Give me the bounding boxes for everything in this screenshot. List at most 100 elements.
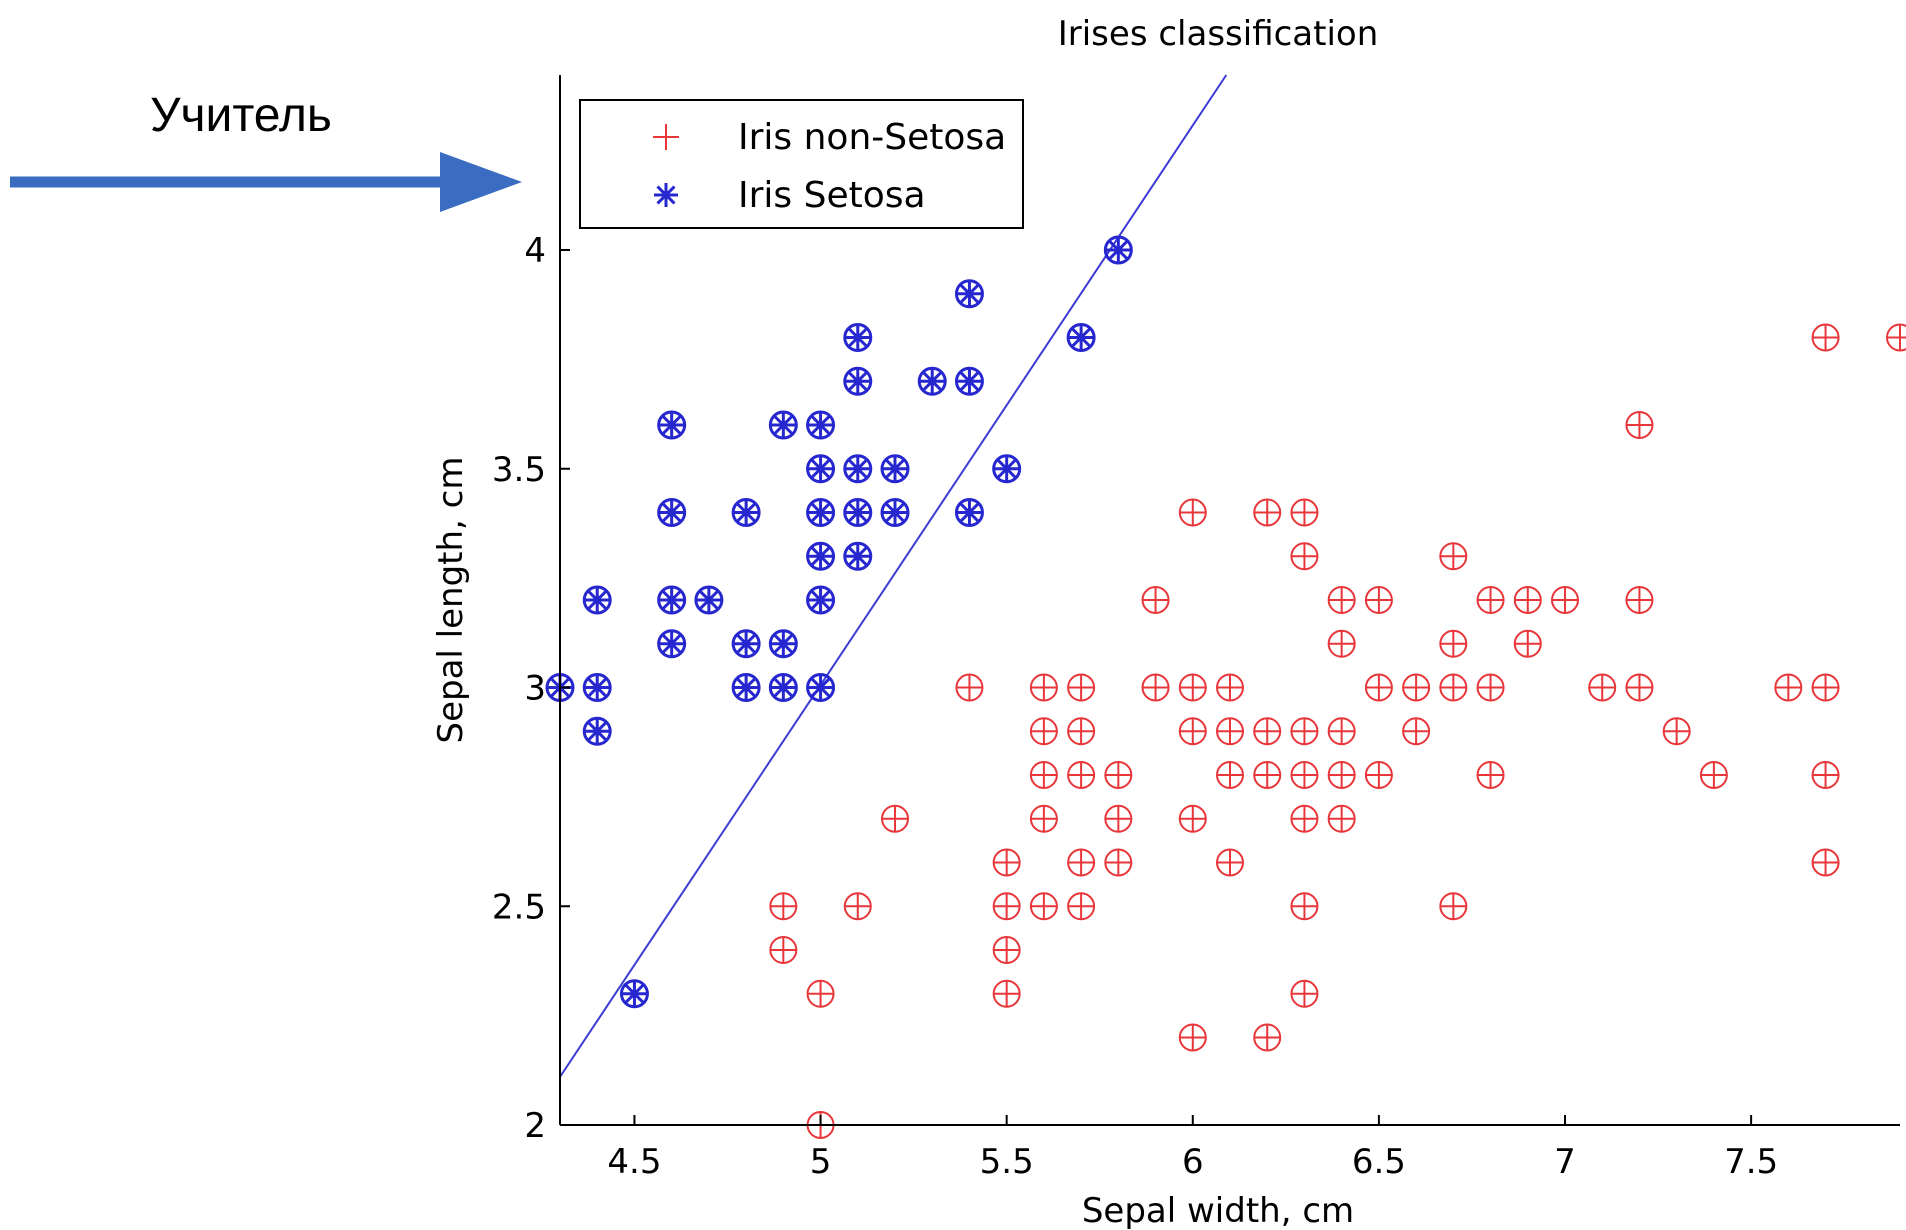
series-non-setosa xyxy=(769,323,1906,1139)
data-point-non-setosa xyxy=(1253,717,1282,746)
data-point-non-setosa xyxy=(1402,673,1431,702)
marker-core xyxy=(1002,464,1011,473)
data-point-non-setosa xyxy=(1178,498,1207,527)
data-point-non-setosa xyxy=(1290,804,1319,833)
y-tick-label: 3.5 xyxy=(492,450,546,490)
data-point-non-setosa xyxy=(1513,629,1542,658)
data-point-non-setosa xyxy=(1588,673,1617,702)
x-tick-label: 5 xyxy=(810,1142,832,1182)
data-point-non-setosa xyxy=(1216,717,1244,746)
data-point-non-setosa xyxy=(992,936,1021,964)
data-point-setosa xyxy=(843,323,873,352)
data-point-non-setosa xyxy=(1439,542,1468,571)
data-point-setosa xyxy=(1066,323,1096,352)
data-point-setosa xyxy=(806,541,836,571)
marker-core xyxy=(630,989,639,998)
marker-core xyxy=(816,421,825,429)
marker-core xyxy=(593,727,602,736)
data-point-non-setosa xyxy=(1811,848,1840,877)
marker-core xyxy=(779,639,788,648)
data-point-non-setosa xyxy=(1253,498,1282,527)
marker-core xyxy=(1077,333,1086,342)
legend-marker-non-setosa xyxy=(653,124,679,150)
marker-core xyxy=(779,683,788,692)
marker-core xyxy=(853,508,862,517)
data-point-setosa xyxy=(582,673,612,702)
data-point-non-setosa xyxy=(843,892,872,921)
legend-star-ray xyxy=(656,185,676,205)
teacher-arrow xyxy=(10,152,522,212)
data-point-non-setosa xyxy=(1178,1023,1207,1052)
marker-core xyxy=(779,421,788,429)
data-point-non-setosa xyxy=(992,848,1021,877)
marker-core xyxy=(928,377,937,386)
data-point-non-setosa xyxy=(1067,717,1096,746)
marker-core xyxy=(853,552,862,561)
data-point-non-setosa xyxy=(1290,542,1319,571)
marker-core xyxy=(853,377,862,386)
teacher-arrow-head xyxy=(440,152,522,212)
marker-core xyxy=(667,421,676,429)
marker-core xyxy=(816,464,825,473)
data-point-non-setosa xyxy=(769,892,798,921)
data-point-setosa xyxy=(917,366,947,396)
data-point-setosa xyxy=(954,366,984,396)
data-point-setosa xyxy=(806,585,836,615)
data-point-non-setosa xyxy=(1104,848,1133,877)
marker-core xyxy=(593,683,602,692)
data-point-non-setosa xyxy=(1327,717,1356,746)
data-point-non-setosa xyxy=(1476,673,1505,702)
marker-core xyxy=(667,596,676,604)
data-point-non-setosa xyxy=(992,979,1021,1008)
data-point-non-setosa xyxy=(1104,761,1133,789)
data-point-non-setosa xyxy=(1439,673,1468,702)
x-tick-label: 5.5 xyxy=(980,1142,1034,1182)
marker-core xyxy=(816,508,825,517)
data-point-non-setosa xyxy=(1178,673,1207,702)
marker-core xyxy=(667,508,676,517)
data-point-non-setosa xyxy=(1141,673,1170,702)
data-point-non-setosa xyxy=(1699,761,1728,789)
data-point-setosa xyxy=(582,585,612,615)
x-tick-label: 7 xyxy=(1554,1142,1576,1182)
y-tick-label: 2 xyxy=(524,1106,546,1146)
data-point-non-setosa xyxy=(1067,892,1096,921)
data-point-setosa xyxy=(880,498,910,527)
data-point-non-setosa xyxy=(1029,804,1058,833)
data-point-non-setosa xyxy=(1364,673,1393,702)
data-point-non-setosa xyxy=(1551,586,1579,614)
data-point-non-setosa xyxy=(1216,848,1244,877)
data-point-setosa xyxy=(806,410,836,440)
data-point-non-setosa xyxy=(1886,323,1906,352)
data-point-setosa xyxy=(992,454,1022,484)
data-point-non-setosa xyxy=(1662,717,1691,746)
marker-core xyxy=(965,289,974,298)
data-point-non-setosa xyxy=(1029,717,1058,746)
data-point-non-setosa xyxy=(769,936,798,964)
marker-core xyxy=(891,464,899,473)
data-point-non-setosa xyxy=(1625,411,1654,439)
marker-core xyxy=(891,508,899,517)
x-tick-label: 4.5 xyxy=(607,1142,661,1182)
data-point-setosa xyxy=(880,454,910,484)
marker-core xyxy=(965,377,974,386)
data-point-setosa xyxy=(954,498,984,527)
data-point-setosa xyxy=(657,629,687,659)
data-point-non-setosa xyxy=(1402,717,1431,746)
data-point-non-setosa xyxy=(1513,586,1542,614)
data-point-setosa xyxy=(731,673,761,702)
data-point-non-setosa xyxy=(1178,717,1207,746)
data-point-non-setosa xyxy=(1104,804,1133,833)
x-axis-label: Sepal width, cm xyxy=(1082,1191,1354,1230)
x-tick-label: 6 xyxy=(1182,1142,1204,1182)
data-points-layer xyxy=(545,235,1906,1139)
data-point-non-setosa xyxy=(1029,673,1058,702)
marker-core xyxy=(593,596,602,604)
data-point-setosa xyxy=(954,279,984,309)
data-point-non-setosa xyxy=(1029,892,1058,921)
data-point-non-setosa xyxy=(1327,761,1356,789)
data-point-non-setosa xyxy=(1811,761,1840,789)
data-point-non-setosa xyxy=(1290,717,1319,746)
data-point-non-setosa xyxy=(1476,586,1505,614)
data-point-setosa xyxy=(657,410,687,440)
